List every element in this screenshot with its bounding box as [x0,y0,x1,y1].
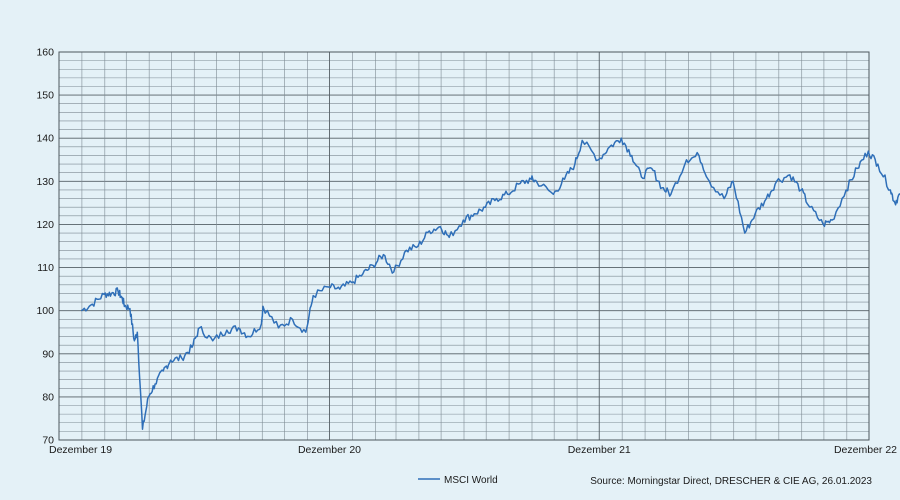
y-tick-label: 110 [37,262,54,274]
y-tick-label: 130 [36,176,54,188]
source-note: Source: Morningstar Direct, DRESCHER & C… [590,476,872,487]
y-tick-label: 70 [42,435,54,447]
grid-lines [58,51,870,441]
plot-frame [58,51,870,441]
y-tick-label: 140 [36,133,54,145]
y-tick-label: 160 [36,47,54,59]
x-axis-labels: Dezember 19 Dezember 20 Dezember 21 Dezembe… [49,444,897,456]
series-lines [80,137,900,430]
y-tick-label: 90 [42,348,54,360]
x-tick-label: Dezember 19 [49,444,112,456]
x-tick-label: Dezember 20 [298,444,361,456]
series-line-msci-world [80,137,900,430]
y-axis-labels: 70 80 90 100 110 120 130 140 150 160 [36,47,54,447]
y-tick-label: 80 [42,391,54,403]
y-tick-label: 100 [36,305,54,317]
legend-label: MSCI World [444,475,498,486]
x-tick-label: Dezember 22 [834,444,897,456]
y-tick-label: 150 [36,90,54,102]
y-tick-label: 120 [36,219,54,231]
x-tick-label: Dezember 21 [568,444,631,456]
